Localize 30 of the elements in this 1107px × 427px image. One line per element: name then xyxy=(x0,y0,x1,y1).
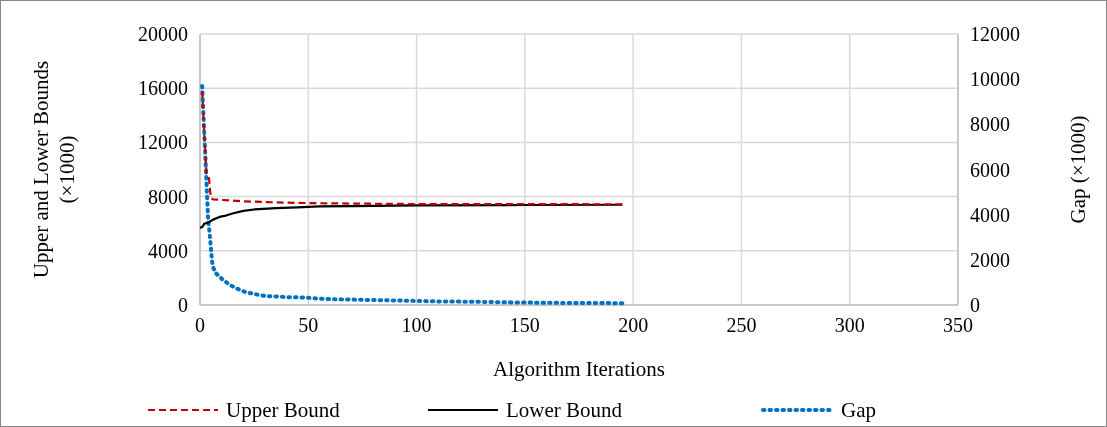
y2-tick-label: 10000 xyxy=(970,68,1020,91)
y2-axis-title: Gap (×1000) xyxy=(1066,115,1090,224)
y2-tick-label: 2000 xyxy=(970,248,1010,271)
x-tick-label: 300 xyxy=(834,314,865,336)
legend-label: Lower Bound xyxy=(506,398,623,422)
x-axis-title: Algorithm Iterations xyxy=(492,357,666,381)
y-tick-label: 8000 xyxy=(148,185,188,208)
x-tick-label: 350 xyxy=(943,314,973,336)
y-tick-label: 20000 xyxy=(138,23,188,45)
y2-tick-label: 6000 xyxy=(970,158,1010,181)
line-series xyxy=(198,203,624,229)
y-tick-label: 12000 xyxy=(138,131,188,154)
y-tick-label: 4000 xyxy=(148,239,188,262)
x-tick-label: 50 xyxy=(298,314,319,336)
y2-tick-label: 4000 xyxy=(970,203,1010,226)
y2-tick-label: 8000 xyxy=(970,113,1010,136)
line-series xyxy=(200,83,625,306)
legend-label: Gap xyxy=(841,398,876,422)
y2-tick-label: 0 xyxy=(970,294,980,316)
y-axis-title: Upper and Lower Bounds (×1000) xyxy=(29,60,79,279)
x-tick-label: 250 xyxy=(726,314,757,336)
line-series xyxy=(201,89,624,206)
y-tick-label: 0 xyxy=(178,294,188,316)
x-tick-label: 150 xyxy=(509,314,540,336)
y-tick-label: 16000 xyxy=(138,77,188,100)
legend-label: Upper Bound xyxy=(226,398,341,422)
x-tick-label: 200 xyxy=(618,314,649,336)
x-tick-label: 100 xyxy=(401,314,432,336)
x-tick-label: 0 xyxy=(195,314,205,336)
y2-tick-label: 12000 xyxy=(970,23,1020,45)
